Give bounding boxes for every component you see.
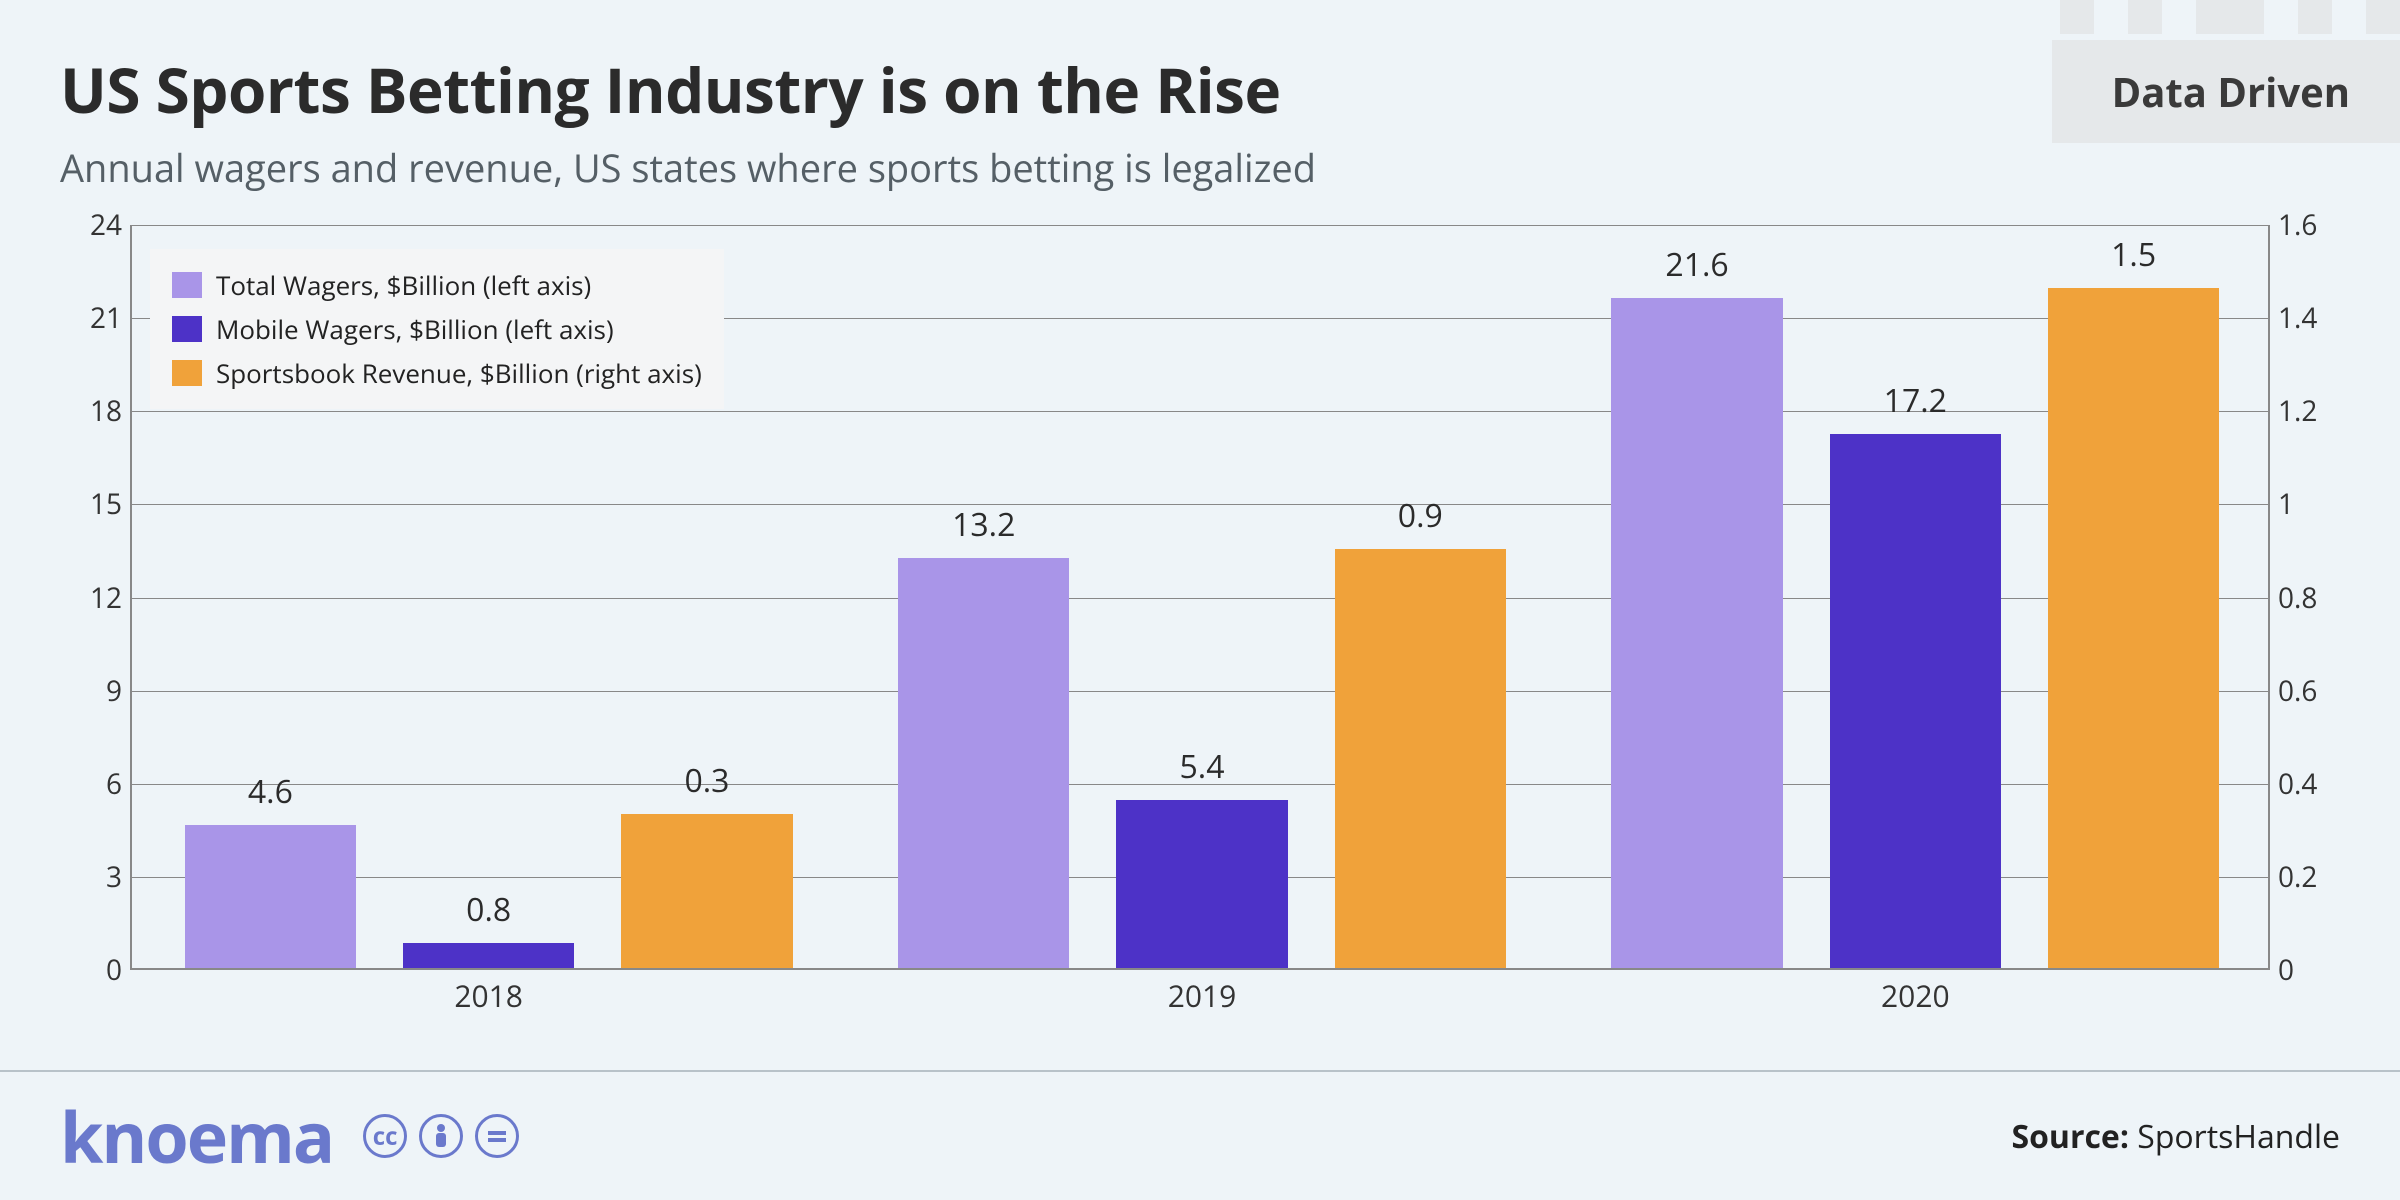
chart-area: Total Wagers, $Billion (left axis) Mobile… — [60, 225, 2340, 1025]
y-left-tick: 3 — [62, 858, 122, 896]
x-axis-label: 2020 — [1881, 975, 1950, 1016]
legend-item: Sportsbook Revenue, $Billion (right axis… — [172, 351, 702, 395]
bar — [403, 943, 574, 968]
chart-plot: Total Wagers, $Billion (left axis) Mobile… — [130, 225, 2270, 970]
y-right-tick: 0.2 — [2278, 858, 2338, 896]
corner-pattern — [2060, 0, 2400, 38]
legend-item: Total Wagers, $Billion (left axis) — [172, 263, 702, 307]
y-left-tick: 6 — [62, 765, 122, 803]
y-right-tick: 0.6 — [2278, 672, 2338, 710]
legend-swatch — [172, 272, 202, 298]
y-right-tick: 1 — [2278, 485, 2338, 523]
y-right-tick: 0.4 — [2278, 765, 2338, 803]
bar — [1335, 549, 1506, 968]
chart-legend: Total Wagers, $Billion (left axis) Mobile… — [150, 249, 724, 409]
cc-license-icons: cc — [363, 1114, 519, 1158]
y-right-tick: 1.4 — [2278, 299, 2338, 337]
y-left-tick: 21 — [62, 299, 122, 337]
gridline — [132, 411, 2268, 412]
legend-label: Total Wagers, $Billion (left axis) — [216, 267, 591, 303]
y-right-tick: 1.6 — [2278, 206, 2338, 244]
y-left-tick: 15 — [62, 485, 122, 523]
source-attribution: Source: SportsHandle — [2011, 1115, 2340, 1158]
bar — [1116, 800, 1287, 968]
bar — [1830, 434, 2001, 968]
bar-value-label: 21.6 — [1665, 243, 1728, 286]
cc-by-icon — [419, 1114, 463, 1158]
chart-header: US Sports Betting Industry is on the Ris… — [0, 0, 2400, 214]
data-driven-badge: Data Driven — [2052, 40, 2400, 143]
bar — [621, 814, 792, 968]
legend-label: Mobile Wagers, $Billion (left axis) — [216, 311, 614, 347]
footer-logo-wrap: knoema cc — [60, 1088, 519, 1184]
y-right-tick: 0.8 — [2278, 579, 2338, 617]
bar — [185, 825, 356, 968]
x-axis-label: 2019 — [1168, 975, 1237, 1016]
legend-item: Mobile Wagers, $Billion (left axis) — [172, 307, 702, 351]
legend-swatch — [172, 316, 202, 342]
legend-swatch — [172, 360, 202, 386]
bar-value-label: 1.5 — [2111, 233, 2156, 276]
chart-subtitle: Annual wagers and revenue, US states whe… — [60, 142, 2340, 194]
bar-value-label: 4.6 — [248, 770, 293, 813]
source-value: SportsHandle — [2137, 1115, 2340, 1158]
bar-value-label: 0.9 — [1398, 494, 1443, 537]
y-left-tick: 12 — [62, 579, 122, 617]
y-right-tick: 1.2 — [2278, 392, 2338, 430]
bar — [2048, 288, 2219, 968]
knoema-logo: knoema — [60, 1088, 333, 1184]
y-left-tick: 9 — [62, 672, 122, 710]
cc-nd-icon — [475, 1114, 519, 1158]
bar-value-label: 5.4 — [1180, 745, 1225, 788]
legend-label: Sportsbook Revenue, $Billion (right axis… — [216, 355, 702, 391]
bar — [1611, 298, 1782, 969]
bar-value-label: 0.3 — [684, 759, 729, 802]
y-left-tick: 0 — [62, 951, 122, 989]
source-label: Source: — [2011, 1115, 2128, 1158]
x-axis-label: 2018 — [454, 975, 523, 1016]
bar-value-label: 0.8 — [466, 888, 511, 931]
footer: knoema cc Source: SportsHandle — [0, 1070, 2400, 1200]
bar-value-label: 17.2 — [1884, 379, 1947, 422]
cc-icon: cc — [363, 1114, 407, 1158]
bar — [898, 558, 1069, 968]
y-left-tick: 18 — [62, 392, 122, 430]
gridline — [132, 225, 2268, 226]
bar-value-label: 13.2 — [952, 503, 1015, 546]
y-left-tick: 24 — [62, 206, 122, 244]
chart-title: US Sports Betting Industry is on the Ris… — [60, 48, 2340, 132]
y-right-tick: 0 — [2278, 951, 2338, 989]
